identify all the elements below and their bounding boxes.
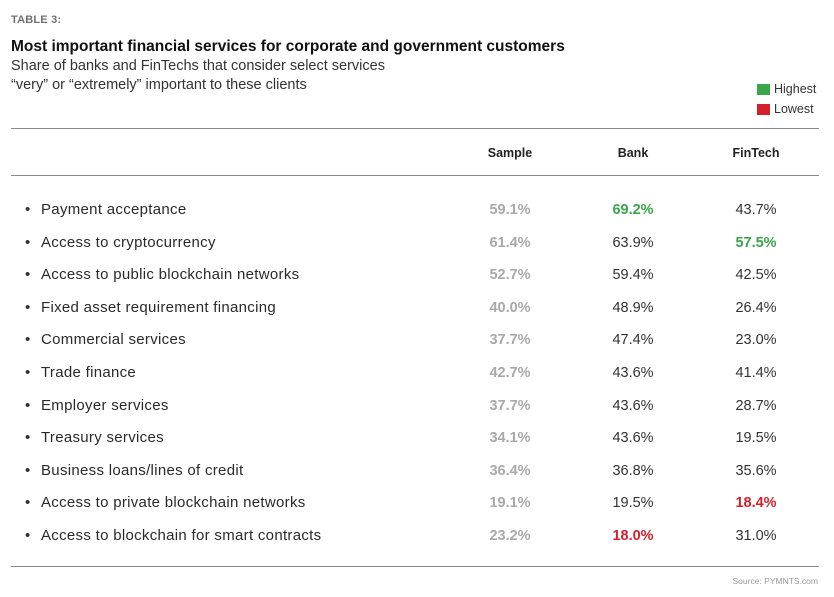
table-row: • Payment acceptance 59.1% 69.2% 43.7% xyxy=(0,200,834,233)
top-divider xyxy=(11,128,819,129)
cell-bank: 47.4% xyxy=(612,332,654,349)
column-header-fintech: FinTech xyxy=(732,146,780,160)
bullet-icon: • xyxy=(25,233,31,251)
table-row: • Trade finance 42.7% 43.6% 41.4% xyxy=(0,363,834,396)
table-row: • Fixed asset requirement financing 40.0% 4… xyxy=(0,298,834,331)
cell-fintech: 43.7% xyxy=(735,202,777,218)
row-label: Access to private blockchain networks xyxy=(41,494,306,512)
bullet-icon: • xyxy=(25,364,31,381)
table-row: • Business loans/lines of credit 36.4% 36.8… xyxy=(0,461,834,494)
cell-fintech: 42.5% xyxy=(735,267,777,284)
bullet-icon: • xyxy=(25,527,31,544)
cell-bank: 43.6% xyxy=(612,430,654,447)
cell-sample: 34.1% xyxy=(489,430,531,447)
legend-label-lowest: Lowest xyxy=(774,102,814,116)
cell-sample: 19.1% xyxy=(489,495,531,512)
row-label: Trade finance xyxy=(41,364,137,381)
legend-label-highest: Highest xyxy=(774,82,817,96)
table-eyebrow: TABLE 3: xyxy=(11,14,62,26)
bullet-icon: • xyxy=(25,461,31,479)
cell-bank: 19.5% xyxy=(612,495,654,512)
row-label: Business loans/lines of credit xyxy=(41,461,244,479)
cell-sample: 42.7% xyxy=(489,365,531,381)
cell-sample: 52.7% xyxy=(489,267,531,284)
bullet-icon: • xyxy=(25,494,31,512)
legend-item-highest: Highest xyxy=(757,79,816,99)
cell-bank: 18.0% xyxy=(612,528,654,544)
cell-sample: 36.4% xyxy=(489,462,531,479)
table-row: • Access to blockchain for smart contract… xyxy=(0,526,834,559)
table-row: • Access to cryptocurrency 61.4% 63.9% 57.5% xyxy=(0,233,834,266)
legend-item-lowest: Lowest xyxy=(757,99,816,119)
cell-sample: 59.1% xyxy=(489,202,531,218)
row-label: Fixed asset requirement financing xyxy=(41,298,277,316)
table-row: • Employer services 37.7% 43.6% 28.7% xyxy=(0,396,834,429)
cell-bank: 43.6% xyxy=(612,365,654,381)
header-divider xyxy=(11,175,819,176)
bullet-icon: • xyxy=(25,201,31,218)
source-note: Source: PYMNTS.com xyxy=(732,576,819,586)
cell-bank: 43.6% xyxy=(612,397,654,414)
cell-bank: 63.9% xyxy=(612,234,654,251)
cell-fintech: 41.4% xyxy=(735,365,777,381)
table-row: • Access to public blockchain networks 52.… xyxy=(0,265,834,298)
row-label: Access to cryptocurrency xyxy=(41,233,216,251)
row-label: Commercial services xyxy=(41,331,186,349)
bullet-icon: • xyxy=(25,298,31,316)
cell-bank: 36.8% xyxy=(612,462,654,479)
cell-fintech: 31.0% xyxy=(735,528,777,544)
cell-bank: 48.9% xyxy=(612,299,654,316)
cell-bank: 59.4% xyxy=(612,267,654,284)
bullet-icon: • xyxy=(25,396,31,414)
cell-bank: 69.2% xyxy=(612,202,654,218)
subtitle-line-1: Share of banks and FinTechs that conside… xyxy=(11,58,385,74)
cell-fintech: 57.5% xyxy=(735,234,777,251)
row-label: Payment acceptance xyxy=(41,201,187,218)
cell-sample: 37.7% xyxy=(489,332,531,349)
column-header-sample: Sample xyxy=(487,146,533,160)
bullet-icon: • xyxy=(25,429,31,447)
table-title: Most important financial services for co… xyxy=(11,38,565,55)
row-label: Access to blockchain for smart contracts xyxy=(41,527,322,544)
table-subtitle: Share of banks and FinTechs that conside… xyxy=(11,57,511,95)
cell-sample: 23.2% xyxy=(489,528,531,544)
bullet-icon: • xyxy=(25,331,31,349)
cell-sample: 40.0% xyxy=(489,299,531,316)
cell-sample: 37.7% xyxy=(489,397,531,414)
cell-fintech: 26.4% xyxy=(735,299,777,316)
row-label: Access to public blockchain networks xyxy=(41,266,300,284)
cell-sample: 61.4% xyxy=(489,234,531,251)
cell-fintech: 23.0% xyxy=(735,332,777,349)
table-row: • Access to private blockchain networks 19… xyxy=(0,493,834,526)
cell-fintech: 19.5% xyxy=(735,430,777,447)
subtitle-line-2: “very” or “extremely” important to these… xyxy=(11,77,307,93)
bottom-divider xyxy=(11,566,819,567)
legend-swatch-highest xyxy=(757,83,770,95)
row-label: Treasury services xyxy=(41,429,164,447)
column-header-bank: Bank xyxy=(617,146,649,160)
bullet-icon: • xyxy=(25,266,31,284)
table-row: • Treasury services 34.1% 43.6% 19.5% xyxy=(0,428,834,461)
cell-fintech: 35.6% xyxy=(735,462,777,479)
legend-swatch-lowest xyxy=(757,103,770,115)
cell-fintech: 18.4% xyxy=(735,495,777,512)
cell-fintech: 28.7% xyxy=(735,397,777,414)
table-row: • Commercial services 37.7% 47.4% 23.0% xyxy=(0,330,834,363)
legend: Highest Lowest xyxy=(757,79,816,119)
row-label: Employer services xyxy=(41,396,169,414)
